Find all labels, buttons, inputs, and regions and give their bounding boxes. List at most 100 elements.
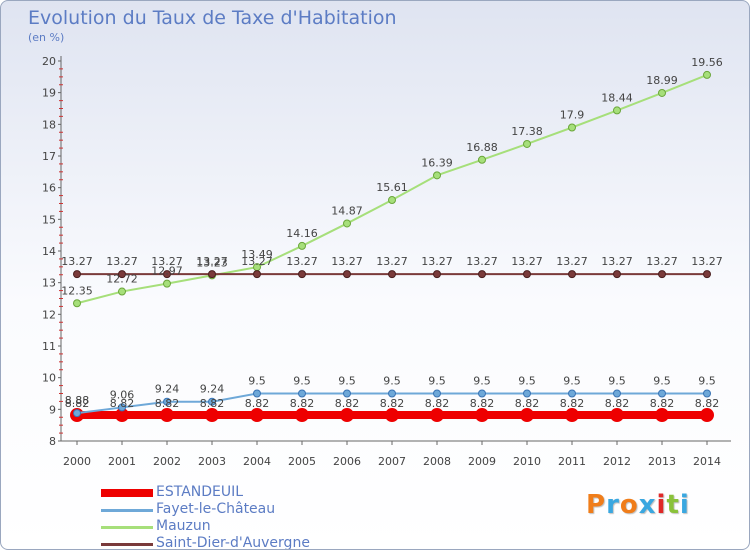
data-label: 17.9 (560, 109, 585, 122)
x-tick-label: 2012 (603, 455, 631, 468)
data-label: 19.56 (691, 56, 723, 69)
data-point (658, 88, 666, 97)
data-point (475, 408, 489, 423)
proxiti-logo: Proxiti (586, 490, 690, 520)
data-point (613, 106, 621, 115)
data-label: 8.82 (515, 397, 540, 410)
data-label: 17.38 (511, 125, 543, 138)
data-point (160, 408, 174, 423)
data-point (298, 270, 306, 279)
data-label: 9.5 (698, 375, 716, 388)
data-label: 13.27 (646, 255, 678, 268)
data-point (433, 389, 441, 398)
data-label: 13.27 (106, 255, 138, 268)
data-point (658, 389, 666, 398)
legend-label: Mauzun (156, 518, 211, 534)
data-label: 13.27 (241, 255, 273, 268)
data-point (388, 389, 396, 398)
data-point (295, 408, 309, 423)
data-label: 13.27 (511, 255, 543, 268)
data-point (433, 171, 441, 180)
data-point (610, 408, 624, 423)
data-label: 9.5 (653, 375, 671, 388)
data-label: 13.27 (691, 255, 723, 268)
data-point (568, 270, 576, 279)
data-point (73, 270, 81, 279)
x-tick-label: 2004 (243, 455, 271, 468)
data-point (478, 155, 486, 164)
data-label: 8.82 (335, 397, 360, 410)
y-tick-label: 8 (49, 435, 56, 448)
data-point (613, 270, 621, 279)
x-tick-label: 2005 (288, 455, 316, 468)
data-point (163, 279, 171, 288)
x-tick-label: 2009 (468, 455, 496, 468)
legend-label: ESTANDEUIL (156, 484, 244, 500)
data-point (520, 408, 534, 423)
data-label: 9.5 (383, 375, 401, 388)
y-tick-label: 18 (42, 118, 56, 131)
data-label: 8.82 (605, 397, 630, 410)
data-label: 18.44 (601, 91, 633, 104)
logo-letter: r (606, 490, 620, 520)
logo-letter: t (666, 490, 680, 520)
data-label: 13.23 (196, 256, 228, 269)
y-tick-label: 19 (42, 87, 56, 100)
data-point (568, 123, 576, 132)
data-label: 9.5 (518, 375, 536, 388)
data-label: 13.27 (421, 255, 453, 268)
logo-letter: x (638, 490, 657, 520)
data-point (73, 409, 81, 418)
data-point (700, 408, 714, 423)
x-tick-label: 2002 (153, 455, 181, 468)
data-label: 9.24 (200, 383, 225, 396)
logo-letter: o (619, 490, 639, 520)
data-label: 8.82 (65, 397, 90, 410)
data-label: 13.27 (61, 255, 93, 268)
data-label: 8.82 (470, 397, 495, 410)
data-label: 8.88 (65, 394, 90, 407)
data-point (523, 139, 531, 148)
data-label: 13.27 (376, 255, 408, 268)
y-tick-label: 17 (42, 150, 56, 163)
data-label: 9.24 (155, 383, 180, 396)
data-label: 14.16 (286, 227, 318, 240)
data-label: 13.49 (241, 248, 273, 261)
data-label: 8.82 (650, 397, 675, 410)
data-label: 9.5 (473, 375, 491, 388)
data-point (385, 408, 399, 423)
data-label: 12.72 (106, 273, 138, 286)
y-tick-label: 16 (42, 182, 56, 195)
data-point (343, 270, 351, 279)
data-point (523, 270, 531, 279)
data-label: 9.5 (248, 375, 266, 388)
data-point (205, 408, 219, 423)
data-label: 13.27 (601, 255, 633, 268)
data-point (568, 389, 576, 398)
data-label: 18.99 (646, 74, 678, 87)
data-point (340, 408, 354, 423)
data-point (208, 397, 216, 406)
data-label: 16.88 (466, 141, 498, 154)
chart-subtitle: (en %) (28, 31, 65, 44)
y-tick-label: 10 (42, 372, 56, 385)
y-tick-label: 14 (42, 245, 56, 258)
data-point (478, 389, 486, 398)
data-label: 13.27 (196, 255, 228, 268)
data-point (343, 389, 351, 398)
legend-label: Fayet-le-Château (156, 501, 276, 517)
data-label: 9.5 (608, 375, 626, 388)
x-tick-label: 2007 (378, 455, 406, 468)
chart-title: Evolution du Taux de Taxe d'Habitation (28, 7, 397, 29)
data-label: 8.82 (560, 397, 585, 410)
data-point (658, 270, 666, 279)
data-label: 9.5 (338, 375, 356, 388)
data-point (388, 270, 396, 279)
data-label: 13.27 (286, 255, 318, 268)
data-label: 16.39 (421, 156, 453, 169)
data-point (253, 389, 261, 398)
logo-letter: i (679, 490, 690, 520)
data-point (208, 270, 216, 279)
data-point (613, 389, 621, 398)
x-tick-label: 2013 (648, 455, 676, 468)
